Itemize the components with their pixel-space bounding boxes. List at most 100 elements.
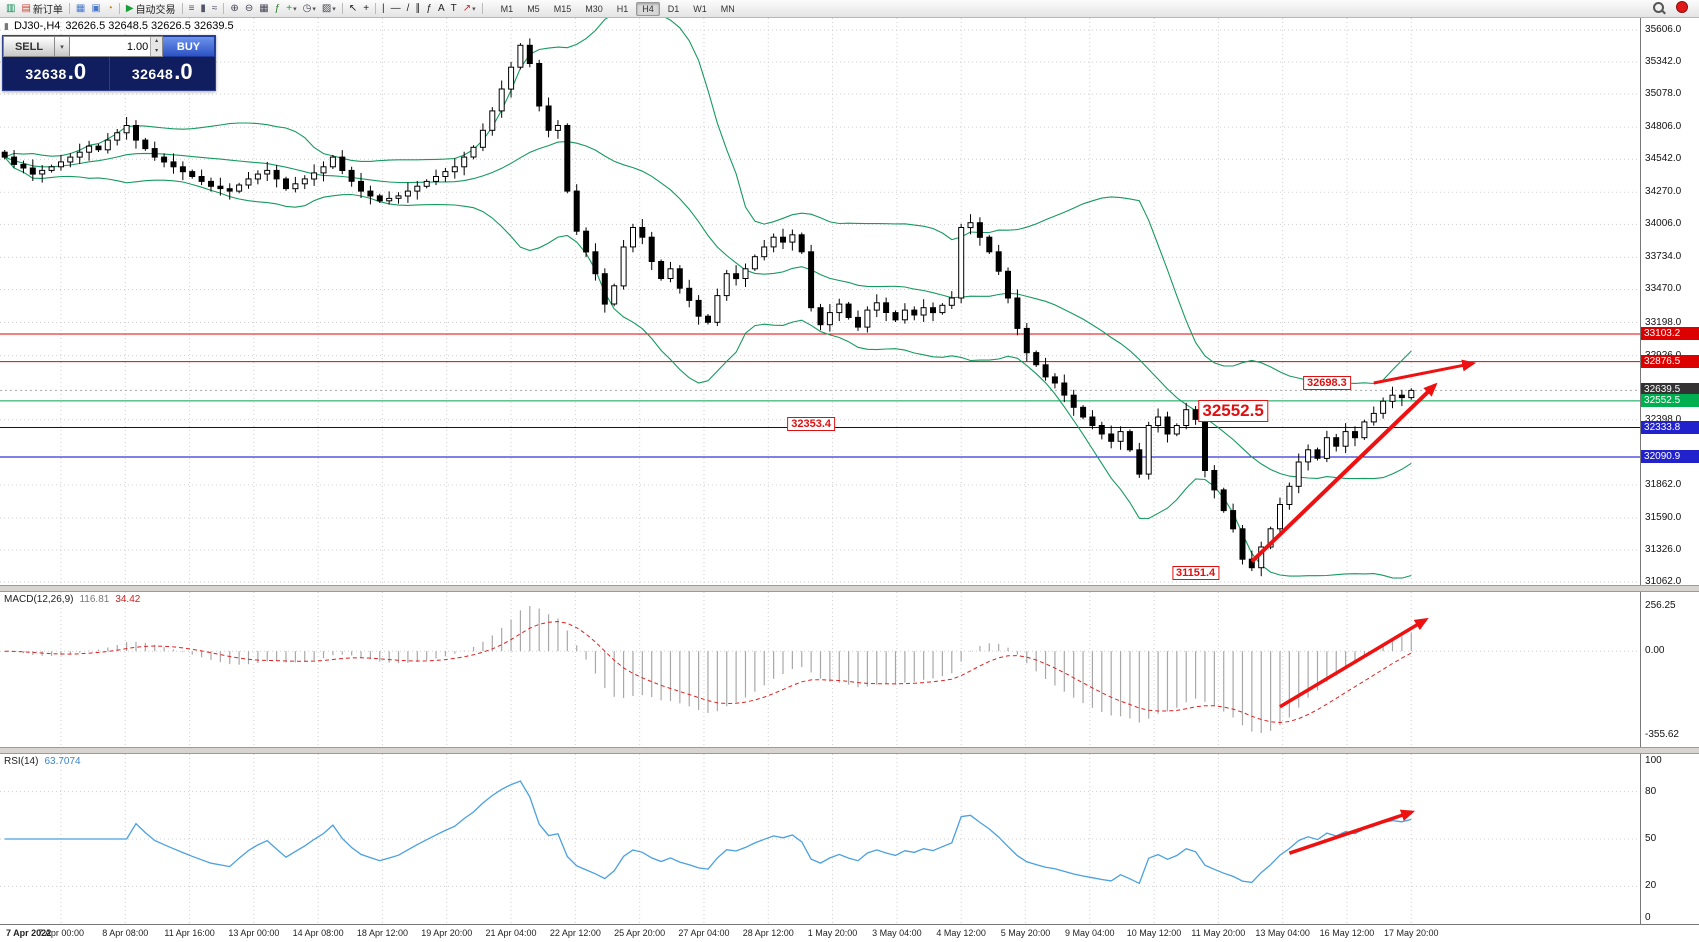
symbol-ohlc-values: 32626.5 32648.5 32626.5 32639.5: [65, 20, 234, 32]
search-icon[interactable]: [1653, 0, 1676, 18]
charts-grid-icon[interactable]: ▦: [73, 1, 88, 16]
alerts-icon[interactable]: ◔: [104, 1, 116, 16]
sell-price[interactable]: 32638 .0: [3, 57, 110, 90]
time-axis-label: 19 Apr 20:00: [421, 928, 473, 938]
new-chart-icon[interactable]: + ▾: [283, 1, 299, 16]
red-dot-glyph: [1676, 0, 1688, 13]
symbol-period-label: DJ30-,H4: [13, 20, 61, 32]
rsi-line: [4, 780, 1412, 885]
timeframe-m5-button[interactable]: M5: [527, 3, 540, 14]
bollinger-upper-band: [4, 18, 1412, 385]
templates-icon-dropdown[interactable]: ▾: [332, 5, 336, 13]
line-chart-icon[interactable]: ≈: [209, 1, 221, 16]
indicators-icon[interactable]: ƒ: [272, 1, 284, 16]
new-order-button[interactable]: ▤ 新订单: [18, 1, 65, 16]
zoom-out-icon[interactable]: ⊖: [242, 1, 256, 16]
bollinger-lower-band: [4, 156, 1412, 579]
time-axis[interactable]: 7 Apr 2022 7 Apr 00:00 8 Apr 08:00 11 Apr 1…: [0, 924, 1699, 942]
timeframe-h1-button[interactable]: H1: [616, 3, 629, 14]
lot-increase-button[interactable]: ▴: [155, 38, 159, 44]
candlestick-chart[interactable]: [0, 18, 1641, 585]
indicators-icon: ƒ: [274, 3, 281, 14]
rsi-chart[interactable]: [0, 754, 1641, 924]
timeframe-mn-button[interactable]: MN: [720, 3, 735, 14]
terminal-chart-icon[interactable]: ▥: [3, 1, 18, 16]
toolbar-right: [1653, 0, 1696, 18]
timeframe-m1-button[interactable]: M1: [500, 3, 514, 14]
price-axis-tick: 34806.0: [1645, 121, 1682, 133]
buy-button[interactable]: BUY: [163, 36, 215, 57]
trend-arrow[interactable]: [1288, 809, 1416, 855]
text-icon[interactable]: A: [435, 1, 448, 16]
grid-icon: ▦: [259, 3, 269, 14]
toolbar-separator: [68, 3, 70, 14]
price-tag: 32090.9: [1641, 450, 1699, 463]
trend-arrow[interactable]: [1279, 617, 1429, 709]
timeframe-w1-button[interactable]: W1: [693, 3, 707, 14]
price-annotation[interactable]: 31151.4: [1172, 565, 1220, 580]
price-annotation[interactable]: 32698.3: [1302, 376, 1351, 391]
macd-plot[interactable]: MACD(12,26,9) 116.81 34.42: [0, 592, 1641, 747]
autotrading-button[interactable]: ▶ 自动交易: [123, 1, 179, 16]
price-annotation[interactable]: 32353.4: [787, 417, 835, 432]
text-label-icon[interactable]: T: [448, 1, 460, 16]
candles-chart-icon[interactable]: ▮: [197, 1, 209, 16]
panel-splitter[interactable]: [0, 747, 1699, 754]
horizontal-line-icon[interactable]: —: [388, 1, 404, 16]
price-axis[interactable]: 35606.0 35342.0 35078.0 34806.0 34542.0 34270…: [1640, 18, 1699, 587]
profiles-icon[interactable]: ▣: [88, 1, 103, 16]
templates-icon[interactable]: ▨ ▾: [319, 1, 339, 16]
price-axis-tick: 35342.0: [1645, 56, 1682, 68]
time-axis-label: 10 May 12:00: [1126, 928, 1182, 938]
zoom-in-icon[interactable]: ⊕: [227, 1, 241, 16]
magnifier-glyph: [1653, 1, 1664, 13]
timeframe-d1-button[interactable]: D1: [667, 3, 680, 14]
cursor-icon: ↖: [348, 3, 358, 14]
cursor-icon[interactable]: ↖: [346, 1, 360, 16]
arrows-icon[interactable]: ↗ ▾: [460, 1, 479, 16]
horizontal-line-icon: —: [390, 3, 401, 14]
buy-price[interactable]: 32648 .0: [110, 57, 216, 90]
period-icon-dropdown[interactable]: ▾: [312, 5, 316, 13]
bars-chart-icon: ≡: [188, 3, 195, 14]
toolbar-separator: [375, 3, 377, 14]
macd-panel: MACD(12,26,9) 116.81 34.42 256.25 0.00 -35…: [0, 592, 1699, 747]
main-chart-plot[interactable]: ▮ DJ30-,H4 32626.5 32648.5 32626.5 32639…: [0, 18, 1641, 585]
time-axis-label: 7 Apr 00:00: [37, 928, 84, 938]
timeframe-h4-button[interactable]: H4: [636, 1, 660, 16]
record-icon[interactable]: [1676, 0, 1688, 18]
period-icon: ◷: [302, 3, 312, 14]
time-axis-label: 9 May 04:00: [1064, 928, 1115, 938]
lot-decrease-button[interactable]: ▾: [155, 47, 159, 54]
macd-axis[interactable]: 256.25 0.00 -355.62: [1640, 592, 1699, 747]
order-options-dropdown[interactable]: ▾: [55, 36, 70, 57]
bars-chart-icon[interactable]: ≡: [186, 1, 198, 16]
rsi-plot[interactable]: RSI(14) 63.7074: [0, 754, 1641, 924]
period-icon[interactable]: ◷ ▾: [300, 1, 319, 16]
timeframe-m15-button[interactable]: M15: [553, 3, 572, 14]
lot-size-input[interactable]: [70, 37, 151, 56]
grid-icon[interactable]: ▦: [256, 1, 271, 16]
panel-splitter[interactable]: [0, 585, 1699, 592]
vertical-line-icon[interactable]: |: [379, 1, 388, 16]
new-chart-icon-dropdown[interactable]: ▾: [293, 5, 297, 13]
trendline-icon[interactable]: /: [404, 1, 413, 16]
rsi-axis[interactable]: 100 80 50 20 0: [1640, 754, 1699, 924]
price-annotation[interactable]: 32552.5: [1198, 399, 1268, 422]
channel-icon[interactable]: ∥: [412, 1, 423, 16]
toolbar-buttons: ▥ ▤ 新订单 ▦ ▣ ◔ ▶ 自动交易 ≡ ▮ ≈ ⊕ ⊖ ▦ ƒ + ▾ ◷ ▾ ▨ ▾ ↖ + | — / ∥ ƒ A T ↗ ▾: [3, 1, 486, 16]
macd-chart[interactable]: [0, 592, 1641, 747]
time-axis-label: 14 Apr 08:00: [292, 928, 344, 938]
time-axis-label: 28 Apr 12:00: [742, 928, 794, 938]
trendline-icon: /: [406, 3, 410, 14]
time-axis-label: 11 May 20:00: [1191, 928, 1246, 938]
timeframe-m30-button[interactable]: M30: [585, 3, 603, 14]
arrows-icon-dropdown[interactable]: ▾: [472, 5, 476, 13]
crosshair-icon[interactable]: +: [360, 1, 372, 16]
sell-button[interactable]: SELL: [3, 36, 55, 57]
trend-arrow[interactable]: [1373, 359, 1477, 385]
zoom-out-icon: ⊖: [244, 3, 254, 14]
trend-arrow[interactable]: [1250, 382, 1438, 564]
time-axis-label: 3 May 04:00: [872, 928, 922, 938]
fibonacci-icon[interactable]: ƒ: [423, 1, 435, 16]
